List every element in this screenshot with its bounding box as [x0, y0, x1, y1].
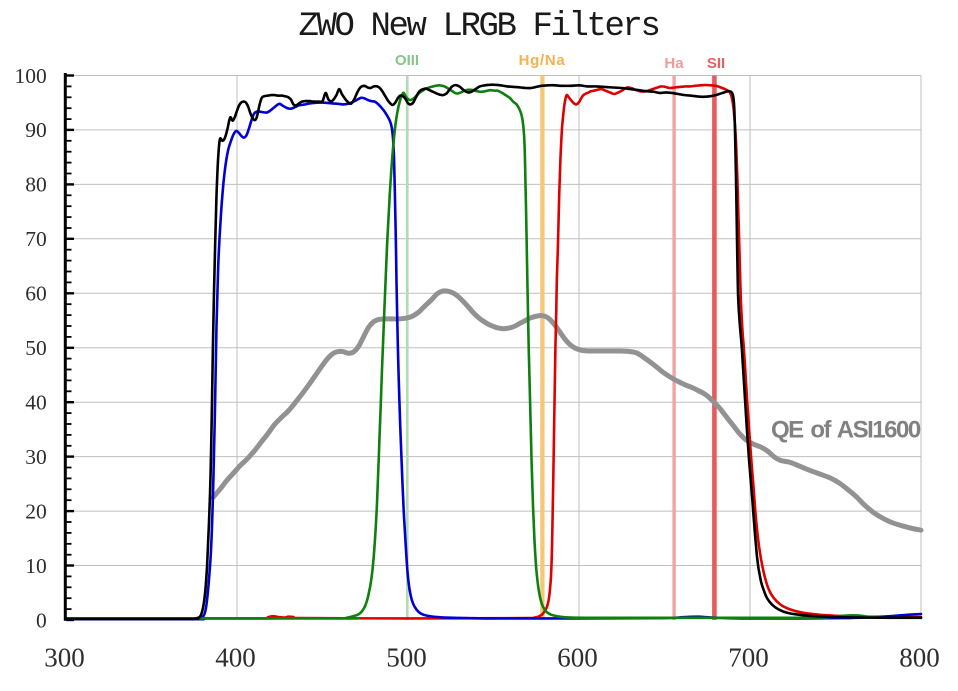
svg-text:400: 400: [215, 643, 256, 673]
svg-text:300: 300: [44, 643, 85, 673]
svg-text:QE of ASI1600: QE of ASI1600: [771, 417, 921, 444]
svg-text:600: 600: [557, 643, 598, 673]
svg-text:10: 10: [25, 554, 47, 578]
svg-text:100: 100: [15, 64, 47, 88]
svg-text:50: 50: [25, 336, 47, 360]
svg-text:70: 70: [25, 227, 47, 251]
svg-text:700: 700: [728, 643, 769, 673]
svg-text:20: 20: [25, 499, 47, 523]
svg-text:Ha: Ha: [664, 55, 684, 72]
svg-text:800: 800: [899, 643, 940, 673]
svg-text:0: 0: [36, 608, 47, 632]
svg-text:30: 30: [25, 445, 47, 469]
svg-text:SII: SII: [707, 55, 725, 72]
svg-text:ZWO New LRGB Filters: ZWO New LRGB Filters: [298, 8, 658, 46]
svg-text:40: 40: [25, 391, 47, 415]
svg-text:80: 80: [25, 173, 47, 197]
svg-text:60: 60: [25, 282, 47, 306]
svg-text:Hg/Na: Hg/Na: [519, 52, 566, 69]
svg-text:90: 90: [25, 118, 47, 142]
svg-text:OIII: OIII: [395, 52, 419, 69]
svg-text:500: 500: [386, 643, 427, 673]
